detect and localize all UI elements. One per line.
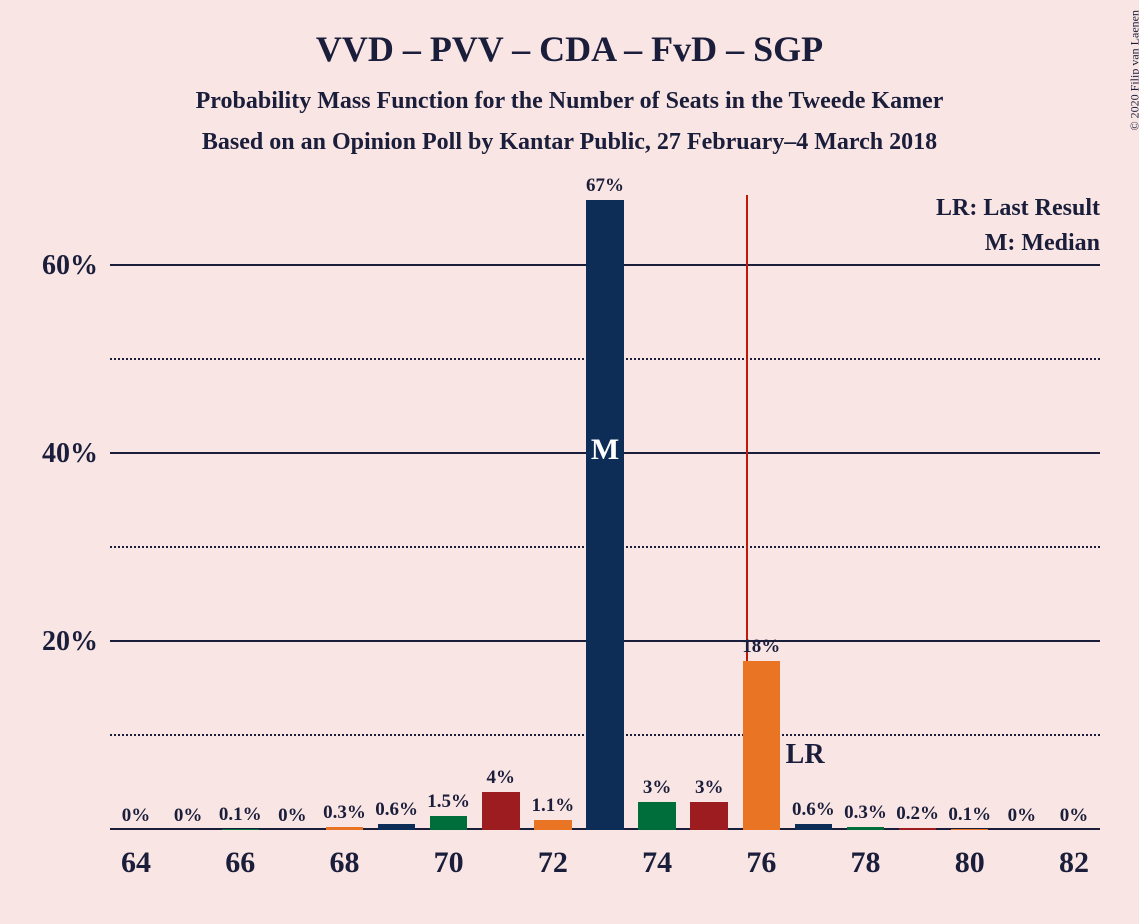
y-tick-label: 20%: [42, 626, 110, 658]
y-tick-label: 60%: [42, 250, 110, 282]
subtitle-1: Probability Mass Function for the Number…: [0, 88, 1139, 115]
bar-value-label: 67%: [586, 175, 624, 197]
bar: 4%: [482, 792, 520, 830]
bar: 18%: [743, 661, 781, 830]
bar: 3%: [690, 802, 728, 830]
median-mark: M: [591, 433, 619, 467]
bar: 0.2%: [899, 828, 937, 830]
plot-area: LR: Last Result M: Median 20%40%60% LR 0…: [110, 200, 1100, 830]
x-tick-label: 66: [225, 830, 255, 880]
bar-value-label: 0%: [1060, 805, 1089, 827]
bar-value-label: 0%: [174, 805, 203, 827]
bar-value-label: 0.6%: [375, 799, 418, 821]
bar-value-label: 0%: [1008, 805, 1037, 827]
bars-area: 0% 0% 0.1% 0% 0.3% 0.6% 1.5% 4% 1.1% 67%M 3% 3% 18% 0…: [110, 200, 1100, 830]
bar-value-label: 0.2%: [896, 803, 939, 825]
bar-value-label: 0.1%: [948, 804, 991, 826]
bar: 1.1%: [534, 820, 572, 830]
x-tick-label: 78: [851, 830, 881, 880]
x-tick-label: 68: [329, 830, 359, 880]
x-tick-label: 80: [955, 830, 985, 880]
x-tick-label: 72: [538, 830, 568, 880]
bar-value-label: 1.1%: [532, 795, 575, 817]
bar: 0.6%: [795, 824, 833, 830]
bar-value-label: 0.3%: [844, 802, 887, 824]
x-tick-label: 82: [1059, 830, 1089, 880]
bar: 3%: [638, 802, 676, 830]
bar: 1.5%: [430, 816, 468, 830]
bar-value-label: 3%: [695, 777, 724, 799]
main-title: VVD – PVV – CDA – FvD – SGP: [0, 28, 1139, 70]
x-tick-label: 76: [746, 830, 776, 880]
x-tick-label: 70: [434, 830, 464, 880]
x-tick-label: 64: [121, 830, 151, 880]
bar-value-label: 0%: [122, 805, 151, 827]
bar-value-label: 0.6%: [792, 799, 835, 821]
bar: 67%M: [586, 200, 624, 830]
bar-value-label: 0.3%: [323, 802, 366, 824]
bar-value-label: 4%: [487, 767, 516, 789]
bar-value-label: 0.1%: [219, 804, 262, 826]
bar: 0.6%: [378, 824, 416, 830]
chart-container: © 2020 Filip van Laenen VVD – PVV – CDA …: [0, 0, 1139, 924]
title-block: VVD – PVV – CDA – FvD – SGP Probability …: [0, 0, 1139, 156]
bar-value-label: 0%: [278, 805, 307, 827]
x-tick-label: 74: [642, 830, 672, 880]
subtitle-2: Based on an Opinion Poll by Kantar Publi…: [0, 129, 1139, 156]
bar-value-label: 3%: [643, 777, 672, 799]
bar-value-label: 1.5%: [427, 791, 470, 813]
copyright-text: © 2020 Filip van Laenen: [1127, 10, 1139, 130]
bar-value-label: 18%: [742, 636, 780, 658]
y-tick-label: 40%: [42, 438, 110, 470]
